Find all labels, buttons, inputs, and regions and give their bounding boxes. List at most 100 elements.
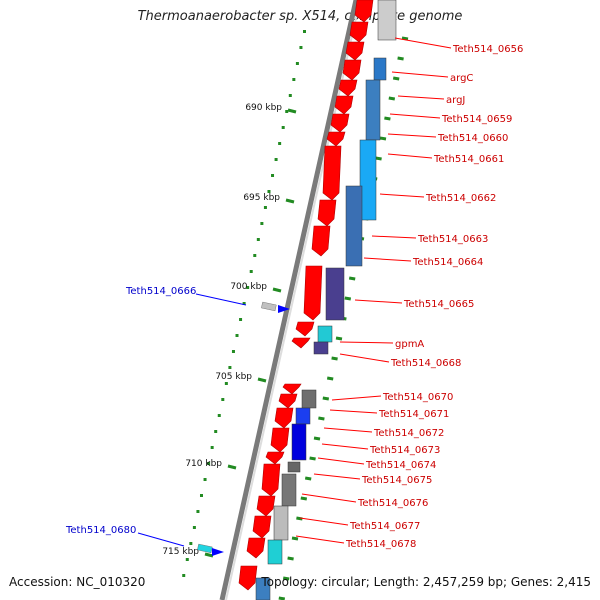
gene-function-box [377,0,397,41]
gene-function-box [267,539,283,565]
gene-leader-line [295,535,345,544]
position-dot [217,414,221,417]
forward-gene-arrow [349,21,369,43]
reverse-gene-leader [195,293,247,306]
kbp-label: 690 kbp [245,103,282,113]
position-dot [281,126,285,129]
position-dot [256,238,260,241]
forward-gene-arrow [334,95,354,115]
minor-tick [287,556,294,561]
gene-leader-line [387,133,437,138]
forward-gene-arrow [270,427,290,453]
forward-gene-arrow [282,383,302,395]
gene-function-box [295,407,311,425]
position-dot [285,110,289,113]
forward-gene-arrow [238,565,258,591]
position-dot [231,350,235,353]
gene-label: Teth514_0674 [365,460,436,471]
gene-leader-line [301,493,357,503]
position-dot [271,174,275,177]
gene-leader-line [321,443,369,450]
forward-gene-arrow [291,337,311,349]
position-dot [221,398,225,401]
forward-gene-arrow [274,407,294,429]
minor-tick [309,456,316,461]
gene-label: Teth514_0676 [357,498,428,509]
topology-text: Topology: circular; Length: 2,457,259 bp… [261,575,591,589]
position-dot [214,430,218,433]
position-dot [203,478,207,481]
kbp-tick [257,377,267,383]
gene-leader-line [317,457,365,465]
minor-tick [375,156,382,161]
forward-gene-arrow [345,41,365,61]
position-dot [210,446,214,449]
gene-label: argC [450,73,473,84]
gene-function-box [255,577,271,600]
left-gene-labels: Teth514_0666 Teth514_0680 [65,286,290,556]
forward-gene-arrow [261,463,281,497]
gene-label: Teth514_0675 [361,475,432,486]
position-dot [235,334,239,337]
forward-gene-arrow [354,0,374,23]
minor-tick [331,356,338,361]
position-dot [189,542,193,545]
gene-leader-line [389,113,441,119]
gene-function-box [291,423,307,461]
minor-tick [326,376,334,381]
gene-function-box [373,57,387,81]
minor-tick [278,596,286,600]
gene-leader-line [313,473,361,480]
position-dot [196,510,200,513]
minor-tick [397,56,404,61]
position-dot [207,462,211,465]
position-dot [263,206,267,209]
position-dot [239,318,243,321]
minor-tick [335,336,343,341]
gene-leader-line [397,95,445,100]
position-dot [295,62,299,65]
gene-function-box [313,341,329,355]
gene-leader-line [394,37,452,49]
gene-label: Teth514_0659 [441,114,512,125]
gene-function-box [281,473,297,507]
reverse-gene-leader [137,532,185,547]
forward-gene-arrow [326,131,346,147]
minor-tick [384,116,391,121]
gene-leader-line [299,517,349,526]
kbp-label: 715 kbp [162,547,199,557]
position-dot [199,494,203,497]
gene-label: Teth514_0668 [390,358,461,369]
minor-tick [282,576,290,581]
gene-function-box [287,461,301,473]
forward-gene-arrow [303,265,323,321]
gene-function-box [345,185,363,267]
minor-tick [344,296,352,301]
reverse-gene-box [261,301,277,312]
minor-tick [348,276,356,281]
minor-tick [313,436,321,441]
gene-label: Teth514_0677 [349,521,420,532]
position-dot [299,46,303,49]
gene-leader-line [379,193,425,198]
minor-tick [379,136,387,141]
gene-function-boxes [255,0,397,600]
reverse-gene-label: Teth514_0680 [65,525,136,536]
gene-leader-line [363,257,412,262]
gene-label: Teth514_0670 [382,392,453,403]
position-dot [303,30,306,33]
position-dot [267,190,271,193]
reverse-gene-box [197,543,213,554]
minor-tick [304,476,312,481]
gene-leader-line [391,71,449,78]
forward-gene-arrow [278,393,298,409]
minor-tick [322,396,330,401]
forward-gene-arrow [317,199,337,227]
genome-backbone [219,0,359,600]
gene-leader-line [329,409,378,414]
gene-function-box [317,325,333,343]
kbp-label: 700 kbp [230,282,267,292]
gene-leader-line [339,341,394,344]
kbp-tick [285,198,295,204]
